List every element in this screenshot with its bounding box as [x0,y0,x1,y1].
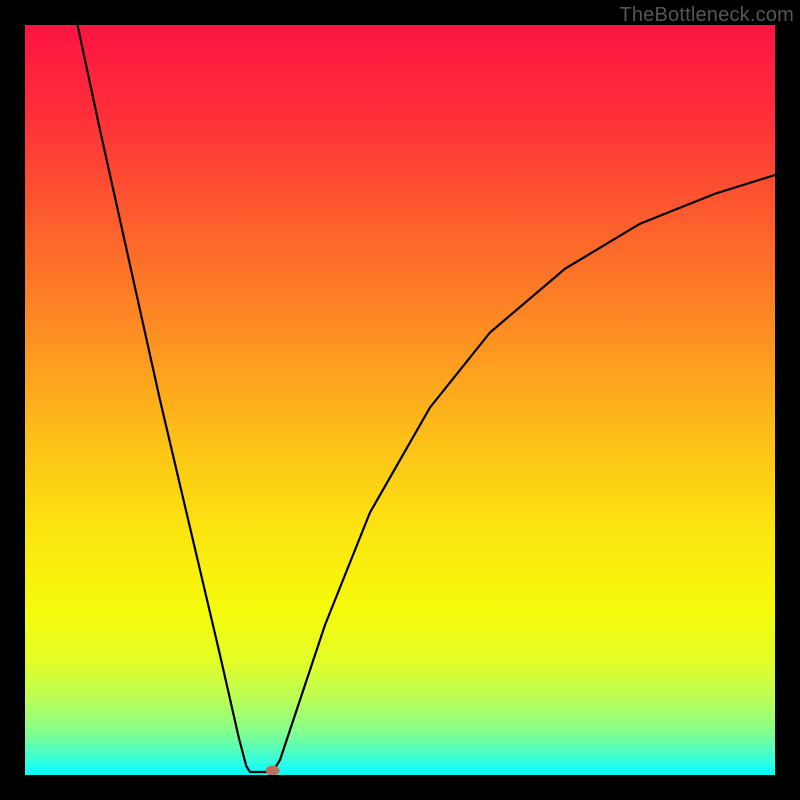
optimum-marker [266,766,280,776]
plot-area [25,25,775,775]
bottleneck-chart [0,0,800,800]
chart-container: TheBottleneck.com [0,0,800,800]
watermark-text: TheBottleneck.com [619,4,794,27]
